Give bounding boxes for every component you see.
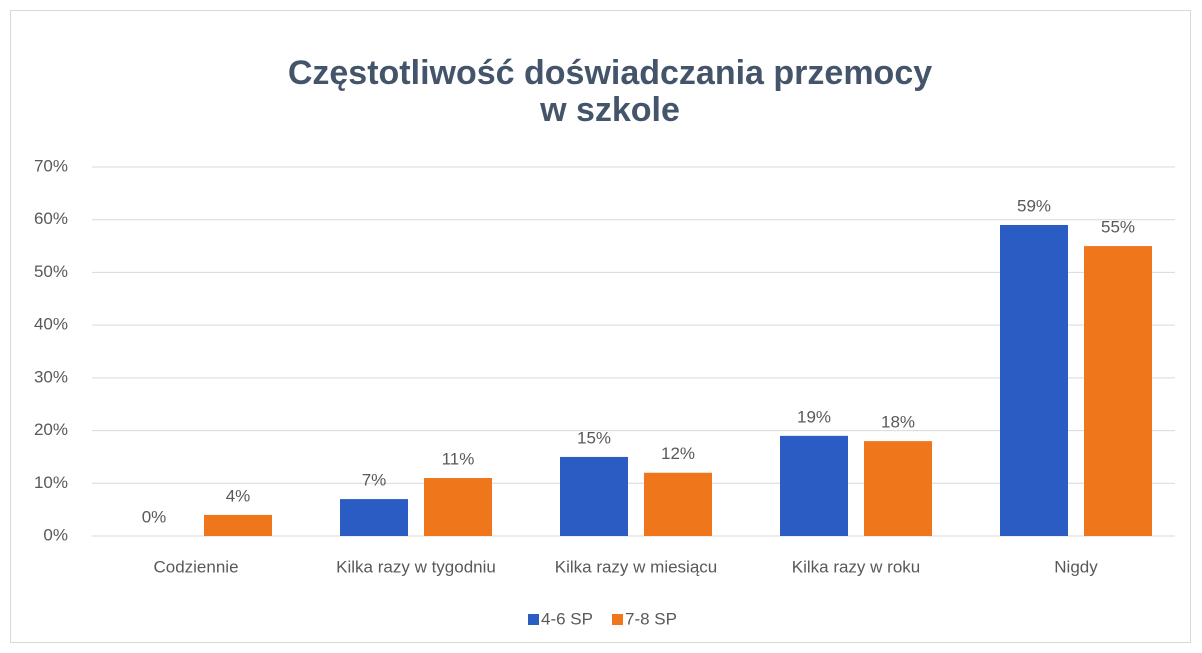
y-tick-label: 50% — [34, 262, 68, 281]
bar — [424, 478, 492, 536]
y-tick-label: 0% — [43, 525, 68, 544]
bar — [780, 435, 848, 536]
x-tick-label: Kilka razy w miesiącu — [555, 557, 718, 576]
y-tick-label: 20% — [34, 420, 68, 439]
data-label: 18% — [881, 413, 915, 432]
legend-swatch — [612, 614, 623, 625]
bar — [1084, 246, 1152, 537]
legend-label: 4-6 SP — [541, 609, 593, 628]
x-tick-label: Kilka razy w roku — [792, 557, 920, 576]
data-label: 55% — [1101, 218, 1135, 237]
data-label: 15% — [577, 428, 611, 447]
y-tick-label: 10% — [34, 473, 68, 492]
data-label: 7% — [362, 471, 387, 490]
chart-title: Częstotliwość doświadczania przemocy — [288, 54, 932, 92]
legend-swatch — [528, 614, 539, 625]
data-label: 4% — [226, 486, 251, 505]
chart-title: w szkole — [539, 91, 680, 129]
data-label: 11% — [442, 449, 475, 468]
bar — [340, 499, 408, 536]
x-tick-label: Nigdy — [1054, 557, 1098, 576]
y-tick-label: 30% — [34, 367, 68, 386]
bar — [864, 441, 932, 536]
y-tick-label: 70% — [34, 156, 68, 175]
legend-label: 7-8 SP — [625, 609, 677, 628]
data-label: 12% — [661, 444, 695, 463]
chart-frame — [10, 10, 1191, 643]
data-label: 19% — [797, 407, 831, 426]
data-label: 0% — [142, 507, 167, 526]
bar — [204, 514, 272, 536]
x-tick-label: Kilka razy w tygodniu — [336, 557, 496, 576]
bar — [560, 456, 628, 536]
bar — [1000, 224, 1068, 536]
bar — [644, 472, 712, 536]
x-tick-label: Codziennie — [153, 557, 238, 576]
y-tick-label: 40% — [34, 315, 68, 334]
data-label: 59% — [1017, 196, 1051, 215]
y-tick-label: 60% — [34, 209, 68, 228]
